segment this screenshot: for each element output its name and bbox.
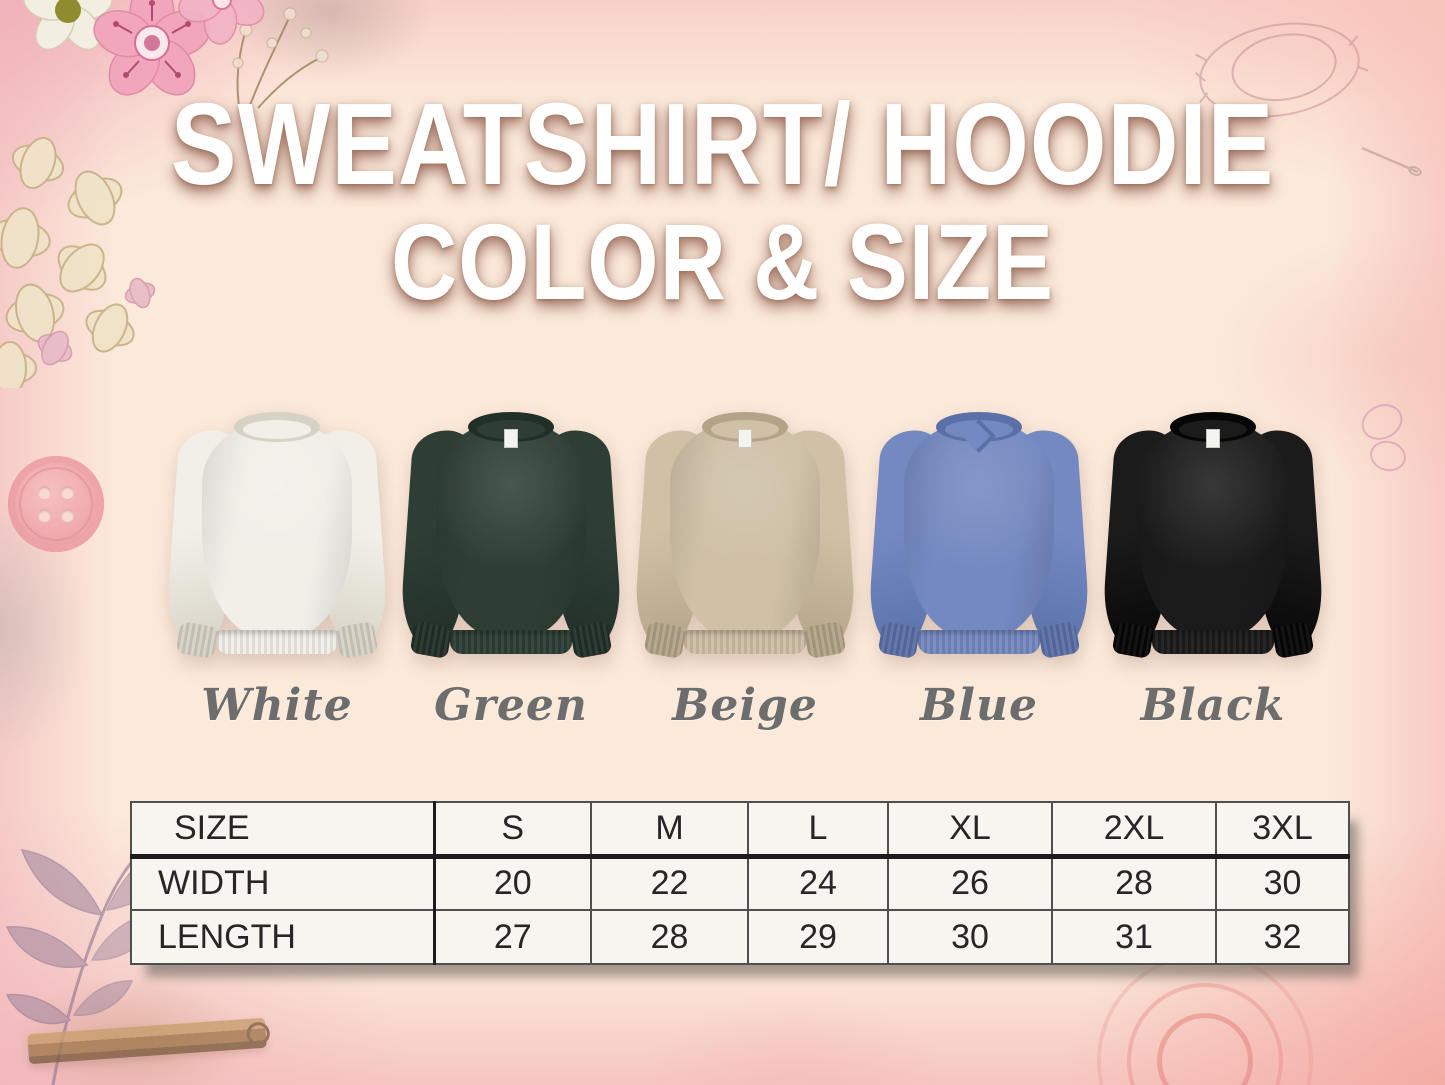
header-2xl: 2XL [1051, 801, 1217, 859]
width-s: 20 [433, 855, 592, 911]
width-2xl: 28 [1051, 855, 1217, 911]
width-m: 22 [590, 855, 749, 911]
color-label: White [201, 680, 353, 731]
hem [1152, 630, 1274, 654]
torso [436, 420, 586, 638]
collar [234, 412, 320, 442]
length-s: 27 [433, 909, 592, 965]
table-row-width: WIDTH 20 22 24 26 28 30 [130, 855, 1350, 911]
color-label: Beige [672, 680, 818, 731]
button-hole [61, 486, 74, 499]
hem [450, 630, 572, 654]
torso [1138, 420, 1288, 638]
torso [670, 420, 820, 638]
cuff-left [643, 620, 687, 660]
pencil-icon [27, 1017, 267, 1065]
cuff-left [877, 620, 921, 660]
arc-ring [1097, 953, 1313, 1085]
color-option-blue: Blue [864, 404, 1094, 731]
color-label: Black [1140, 680, 1286, 731]
header-m: M [590, 801, 749, 859]
sewing-button-icon [8, 456, 104, 552]
header-s: S [433, 801, 592, 859]
cuff-left [1111, 620, 1155, 660]
button-hole [38, 486, 51, 499]
hem [216, 630, 338, 654]
header-l: L [747, 801, 889, 859]
width-xl: 26 [887, 855, 1053, 911]
arc-ring [1127, 983, 1283, 1085]
neck-tag [504, 429, 518, 448]
cuff-right [335, 620, 379, 660]
cuff-right [569, 620, 613, 660]
sweatshirt-photo-white [162, 404, 392, 670]
length-3xl: 32 [1215, 909, 1350, 965]
color-option-beige: Beige [630, 404, 860, 731]
width-l: 24 [747, 855, 889, 911]
torso [202, 420, 352, 638]
title-line-1: SWEATSHIRT/ HOODIE [170, 79, 1275, 209]
size-chart-table: SIZE S M L XL 2XL 3XL WIDTH 20 22 24 26 … [130, 801, 1350, 965]
table-row-length: LENGTH 27 28 29 30 31 32 [130, 909, 1350, 965]
color-option-white: White [162, 404, 392, 731]
button-hole [61, 509, 74, 522]
arc-swirls-icon [1095, 953, 1315, 1085]
color-lineup: White Green [162, 404, 1328, 731]
sweatshirt-photo-black [1098, 404, 1328, 670]
header-xl: XL [887, 801, 1053, 859]
cuff-left [175, 620, 219, 660]
cuff-right [803, 620, 847, 660]
width-3xl: 30 [1215, 855, 1350, 911]
neck-tag [738, 429, 752, 448]
hem [918, 630, 1040, 654]
color-option-green: Green [396, 404, 626, 731]
page-title: SWEATSHIRT/ HOODIE COLOR & SIZE [0, 86, 1445, 316]
cuff-left [409, 620, 453, 660]
neck-tag [1206, 429, 1220, 448]
row-label-width: WIDTH [130, 855, 436, 911]
hem [684, 630, 806, 654]
length-l: 29 [747, 909, 889, 965]
length-xl: 30 [887, 909, 1053, 965]
color-label: Blue [920, 680, 1038, 731]
length-2xl: 31 [1051, 909, 1217, 965]
sweatshirt-photo-beige [630, 404, 860, 670]
table-header-row: SIZE S M L XL 2XL 3XL [130, 801, 1350, 859]
title-line-2: COLOR & SIZE [390, 201, 1055, 322]
sweatshirt-photo-green [396, 404, 626, 670]
button-hole [38, 509, 51, 522]
cuff-right [1037, 620, 1081, 660]
arc-ring [1157, 1013, 1253, 1085]
length-m: 28 [590, 909, 749, 965]
cuff-right [1271, 620, 1315, 660]
butterfly-sketch-icon [1361, 404, 1406, 472]
header-size: SIZE [130, 801, 436, 859]
header-3xl: 3XL [1215, 801, 1350, 859]
color-label: Green [434, 680, 588, 731]
sweatshirt-photo-blue [864, 404, 1094, 670]
row-label-length: LENGTH [130, 909, 436, 965]
color-option-black: Black [1098, 404, 1328, 731]
